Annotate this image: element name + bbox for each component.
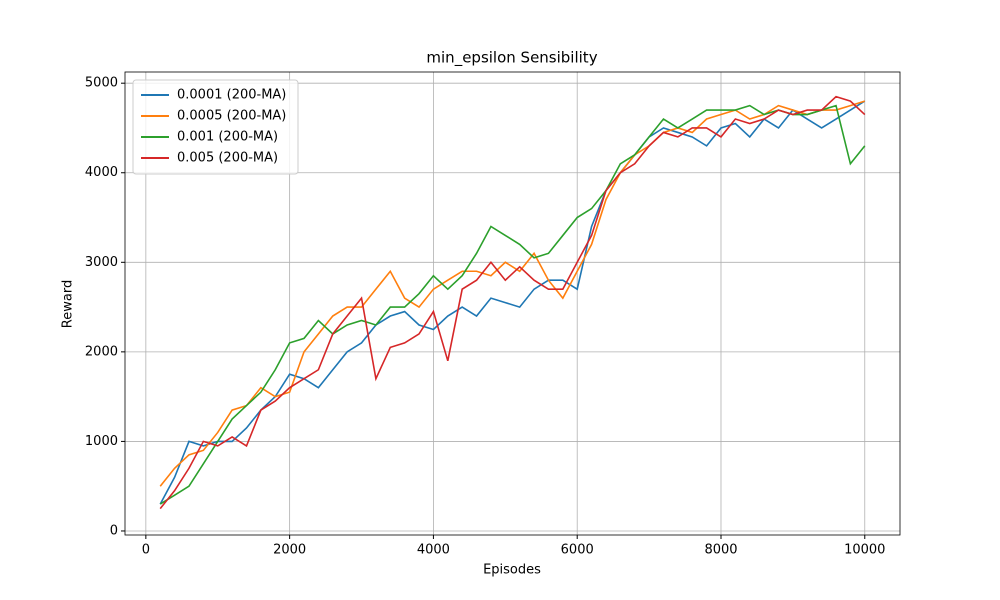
legend: 0.0001 (200-MA) 0.0005 (200-MA) 0.001 (200… xyxy=(132,79,299,175)
x-tick-label: 10000 xyxy=(844,543,885,558)
y-tick-label: 1000 xyxy=(85,434,118,449)
legend-frame xyxy=(132,79,299,175)
series-line xyxy=(159,100,866,487)
y-axis-label: Reward xyxy=(61,280,76,328)
y-tick-label: 0 xyxy=(110,523,118,538)
plot-frame xyxy=(124,71,901,536)
x-tick-label: 2000 xyxy=(273,543,306,558)
series-line xyxy=(159,95,866,510)
x-tick-label: 0 xyxy=(142,543,150,558)
x-axis-label: Episodes xyxy=(483,563,541,578)
y-tick-label: 4000 xyxy=(85,165,118,180)
x-tick-label: 4000 xyxy=(417,543,450,558)
series-line xyxy=(159,104,866,505)
legend-label: 0.005 (200-MA) xyxy=(177,151,278,166)
y-tick-label: 3000 xyxy=(85,255,118,270)
legend-label: 0.0005 (200-MA) xyxy=(177,109,286,124)
series-line xyxy=(159,100,866,505)
chart-title: min_epsilon Sensibility xyxy=(426,49,597,68)
y-tick-label: 2000 xyxy=(85,344,118,359)
y-tick-label: 5000 xyxy=(85,76,118,91)
x-tick-label: 8000 xyxy=(704,543,737,558)
legend-label: 0.0001 (200-MA) xyxy=(177,88,286,103)
legend-label: 0.001 (200-MA) xyxy=(177,130,278,145)
x-tick-label: 6000 xyxy=(561,543,594,558)
